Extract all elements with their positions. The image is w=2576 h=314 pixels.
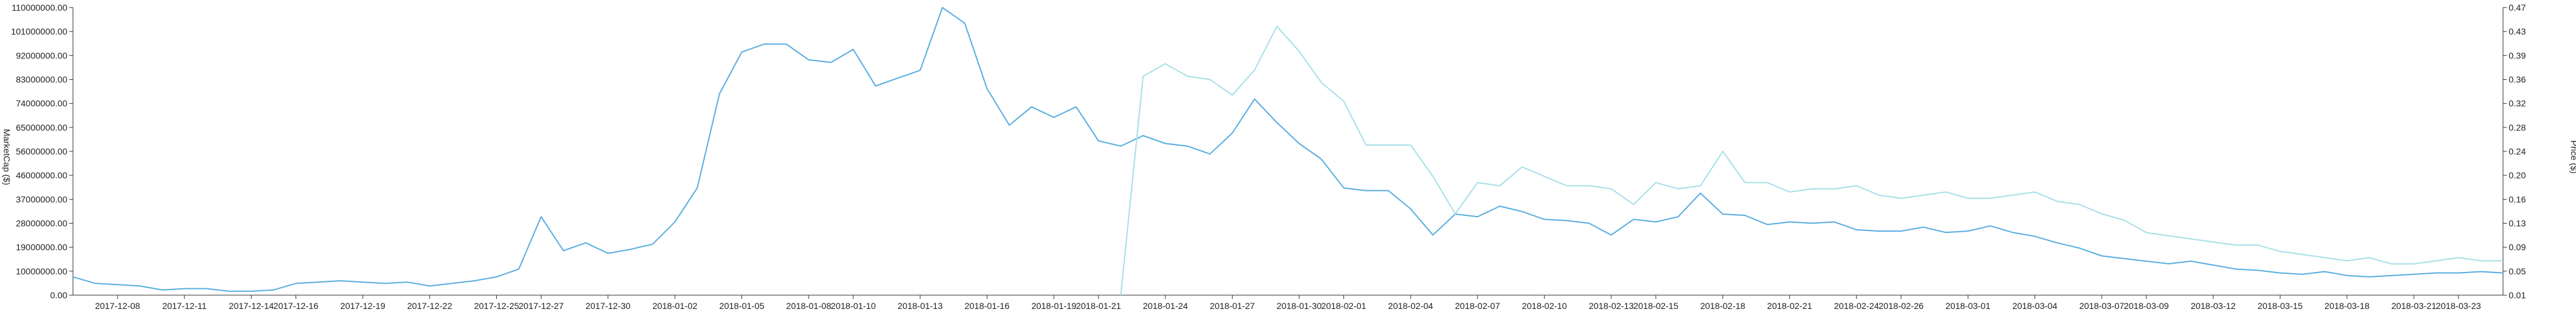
- y-left-tick-label: 101000000.00: [11, 26, 67, 36]
- y-left-tick-label: 83000000.00: [16, 75, 67, 85]
- x-tick-label: 2018-01-16: [965, 301, 1010, 311]
- x-tick-label: 2017-12-08: [95, 301, 140, 311]
- y-left-tick-label: 65000000.00: [16, 122, 67, 133]
- series-line-marketcap: [72, 7, 2504, 292]
- y-right-tick-label: 0.32: [2509, 99, 2526, 109]
- x-tick-label: 2018-01-30: [1277, 301, 1322, 311]
- x-tick-label: 2017-12-14: [229, 301, 274, 311]
- y-left-tick-label: 92000000.00: [16, 50, 67, 60]
- x-tick-label: 2018-02-26: [1879, 301, 1924, 311]
- y-left-tick-label: 46000000.00: [16, 170, 67, 180]
- y-left-tick-label: 37000000.00: [16, 194, 67, 204]
- y-axis-left-title: MarketCap ($): [2, 129, 12, 185]
- y-right-tick-label: 0.43: [2509, 26, 2526, 36]
- x-tick-label: 2018-03-15: [2258, 301, 2303, 311]
- x-tick-label: 2018-02-01: [1321, 301, 1367, 311]
- axes-group: 0.00 10000000.00 19000000.00 28000000.00 370…: [11, 3, 2526, 311]
- x-tick-label: 2018-03-12: [2190, 301, 2236, 311]
- x-tick-label: 2018-02-18: [1700, 301, 1745, 311]
- x-tick-label: 2018-01-19: [1031, 301, 1077, 311]
- x-tick-label: 2018-01-10: [831, 301, 876, 311]
- x-tick-label: 2018-02-13: [1589, 301, 1634, 311]
- x-tick-label: 2018-01-08: [786, 301, 831, 311]
- series-group: [72, 7, 2504, 296]
- x-tick-label: 2018-01-21: [1076, 301, 1121, 311]
- x-tick-label: 2018-03-18: [2324, 301, 2370, 311]
- x-tick-label: 2018-02-10: [1522, 301, 1567, 311]
- y-left-tick-label: 19000000.00: [16, 242, 67, 252]
- series-line-price: [1120, 25, 2503, 296]
- x-tick-label: 2018-03-01: [1945, 301, 1990, 311]
- x-tick-label: 2018-03-09: [2124, 301, 2169, 311]
- x-tick-label: 2018-01-24: [1143, 301, 1188, 311]
- y-right-tick-label: 0.28: [2509, 122, 2526, 133]
- y-right-tick-label: 0.01: [2509, 290, 2526, 300]
- x-tick-label: 2018-03-07: [2079, 301, 2124, 311]
- x-tick-label: 2018-02-04: [1388, 301, 1433, 311]
- y-left-tick-label: 10000000.00: [16, 266, 67, 276]
- y-right-tick-label: 0.13: [2509, 219, 2526, 229]
- x-tick-label: 2018-01-02: [652, 301, 697, 311]
- y-left-tick-label: 56000000.00: [16, 146, 67, 156]
- x-tick-label: 2017-12-11: [162, 301, 207, 311]
- y-right-tick-label: 0.39: [2509, 50, 2526, 60]
- x-tick-label: 2018-01-05: [719, 301, 765, 311]
- x-tick-label: 2018-03-21: [2391, 301, 2436, 311]
- x-tick-label: 2018-01-27: [1210, 301, 1255, 311]
- y-right-tick-label: 0.24: [2509, 146, 2526, 156]
- y-right-tick-label: 0.36: [2509, 75, 2526, 85]
- y-right-tick-label: 0.05: [2509, 266, 2526, 276]
- x-tick-label: 2018-03-04: [2012, 301, 2058, 311]
- x-tick-label: 2017-12-16: [274, 301, 319, 311]
- y-left-tick-label: 74000000.00: [16, 99, 67, 109]
- y-left-tick-label: 28000000.00: [16, 219, 67, 229]
- x-tick-label: 2017-12-25: [474, 301, 519, 311]
- y-right-tick-label: 0.09: [2509, 242, 2526, 252]
- x-tick-label: 2018-02-07: [1455, 301, 1501, 311]
- axis-labels-group: MarketCap ($) Price ($): [2, 129, 2576, 185]
- x-tick-label: 2018-02-21: [1767, 301, 1813, 311]
- x-tick-label: 2018-02-24: [1834, 301, 1879, 311]
- x-tick-label: 2018-03-23: [2436, 301, 2481, 311]
- y-left-tick-label: 110000000.00: [12, 3, 68, 13]
- x-tick-label: 2017-12-19: [340, 301, 386, 311]
- x-tick-label: 2017-12-27: [519, 301, 564, 311]
- y-right-tick-label: 0.47: [2509, 3, 2526, 13]
- y-axis-right-title: Price ($): [2569, 141, 2576, 174]
- y-left-tick-label: 0.00: [50, 290, 67, 300]
- x-tick-label: 2018-01-13: [897, 301, 943, 311]
- x-tick-label: 2017-12-22: [407, 301, 452, 311]
- y-right-tick-label: 0.16: [2509, 194, 2526, 204]
- x-tick-label: 2018-02-15: [1633, 301, 1679, 311]
- x-tick-label: 2017-12-30: [586, 301, 631, 311]
- y-right-tick-label: 0.20: [2509, 170, 2526, 180]
